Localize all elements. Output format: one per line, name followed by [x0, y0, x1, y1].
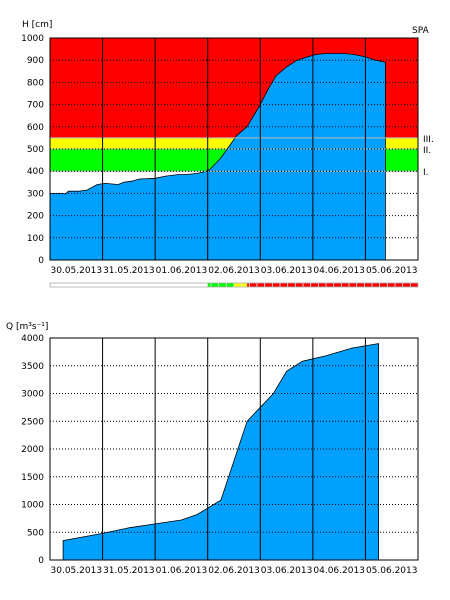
x-tick-label: 30.05.2013 — [51, 266, 103, 276]
y-tick-label: 2500 — [21, 417, 44, 427]
discharge-plot-frame — [49, 337, 419, 561]
x-tick-label: 31.05.2013 — [103, 266, 155, 276]
y-tick-label: 0 — [38, 556, 44, 566]
y-tick-label: 1000 — [21, 501, 44, 511]
x-tick-label: 30.05.2013 — [51, 566, 103, 576]
water-level-axis-label: H [cm] — [22, 20, 52, 30]
x-tick-label: 02.06.2013 — [208, 566, 260, 576]
y-tick-label: 600 — [27, 123, 44, 133]
x-tick-label: 01.06.2013 — [156, 266, 208, 276]
status-bar-frame — [49, 282, 419, 288]
y-tick-label: 1000 — [21, 34, 44, 44]
discharge-area — [62, 343, 379, 561]
water-level-chart: H [cm] SPA I. II.III. 0 100 200 300 400 500 600… — [21, 20, 434, 276]
y-tick-label: 200 — [27, 212, 44, 222]
y-tick-label: 2000 — [21, 445, 44, 455]
x-tick-label: 04.06.2013 — [313, 266, 365, 276]
y-tick-label: 3500 — [21, 362, 44, 372]
status-segment-none — [50, 283, 208, 287]
y-tick-label: 100 — [27, 234, 44, 244]
discharge-axis-label: Q [m³s⁻¹] — [6, 322, 48, 332]
y-tick-label: 4000 — [21, 334, 44, 344]
flood-status-bar — [49, 282, 419, 288]
threshold-label: I. — [423, 168, 429, 178]
water-level-area — [49, 53, 386, 261]
x-tick-label: 05.06.2013 — [366, 566, 418, 576]
y-tick-label: 700 — [27, 101, 44, 111]
x-tick-label: 03.06.2013 — [261, 566, 313, 576]
status-segment-alert — [207, 283, 234, 287]
y-tick-label: 500 — [27, 528, 44, 538]
y-tick-label: 1500 — [21, 473, 44, 483]
station-label: SPA — [412, 26, 430, 36]
status-segment-danger — [247, 283, 418, 287]
x-tick-label: 02.06.2013 — [208, 266, 260, 276]
x-tick-label: 04.06.2013 — [313, 566, 365, 576]
x-tick-label: 03.06.2013 — [261, 266, 313, 276]
threshold-label: II. — [423, 146, 431, 156]
y-tick-label: 800 — [27, 78, 44, 88]
y-tick-label: 500 — [27, 145, 44, 155]
x-tick-label: 31.05.2013 — [103, 566, 155, 576]
y-tick-label: 3000 — [21, 390, 44, 400]
y-tick-label: 300 — [27, 189, 44, 199]
water-level-plot-frame — [49, 37, 419, 261]
y-tick-label: 0 — [38, 256, 44, 266]
x-tick-label: 01.06.2013 — [156, 566, 208, 576]
threshold-label: III. — [423, 135, 434, 145]
y-tick-label: 900 — [27, 56, 44, 66]
discharge-chart: Q [m³s⁻¹] 0 500 1000 1500 2000 2500 3000 3500 40… — [6, 322, 419, 576]
y-tick-label: 400 — [27, 167, 44, 177]
status-segment-warning — [234, 283, 248, 287]
x-tick-label: 05.06.2013 — [366, 266, 418, 276]
